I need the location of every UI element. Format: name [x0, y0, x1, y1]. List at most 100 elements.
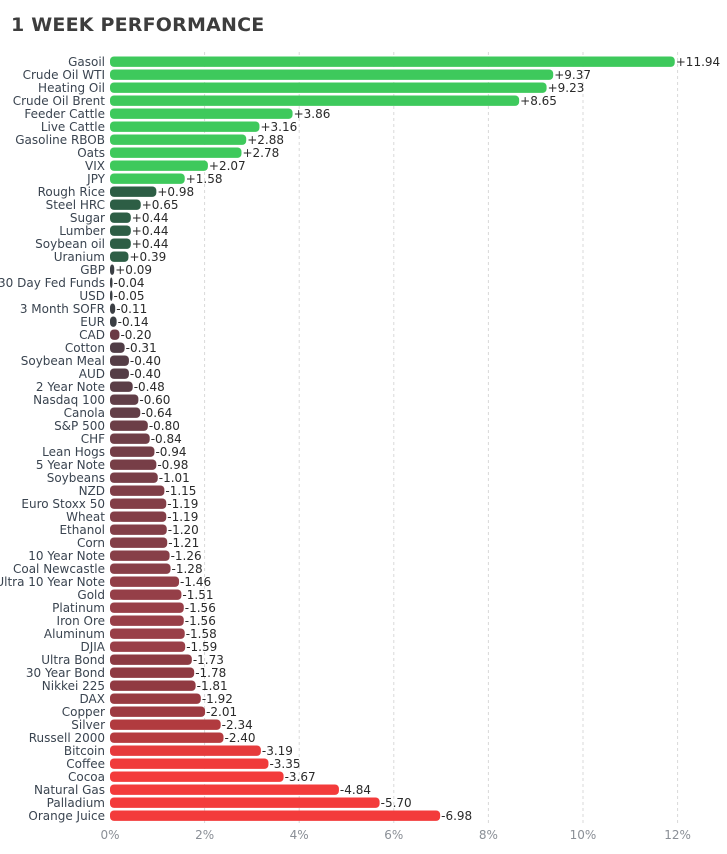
bar [110, 485, 165, 496]
category-label: Coal Newcastle [13, 562, 105, 576]
x-tick-label: 12% [664, 828, 691, 842]
category-label: Sugar [70, 211, 105, 225]
bar [110, 290, 113, 301]
bar [110, 381, 133, 392]
value-label: -1.73 [193, 653, 224, 667]
bar [110, 173, 185, 184]
bar [110, 316, 117, 327]
bar [110, 303, 116, 314]
bar [110, 719, 221, 730]
category-label: GBP [80, 263, 105, 277]
x-tick-label: 0% [100, 828, 119, 842]
x-tick-label: 2% [195, 828, 214, 842]
category-label: Uranium [54, 250, 105, 264]
value-label: -1.59 [186, 640, 217, 654]
category-label: Copper [62, 705, 105, 719]
value-label: -1.56 [185, 614, 216, 628]
category-label: Nikkei 225 [42, 679, 105, 693]
bar [110, 550, 170, 561]
value-label: -0.64 [141, 406, 172, 420]
bar [110, 225, 131, 236]
category-label: Iron Ore [57, 614, 105, 628]
category-label: Soybean oil [35, 237, 105, 251]
value-label: -0.84 [151, 432, 182, 446]
category-label: 10 Year Note [28, 549, 105, 563]
value-label: +0.98 [157, 185, 194, 199]
category-label: Bitcoin [64, 744, 105, 758]
x-tick-label: 4% [290, 828, 309, 842]
category-label: Gasoil [68, 55, 105, 69]
value-label: -3.35 [269, 757, 300, 771]
bar [110, 199, 141, 210]
value-label: -0.05 [114, 289, 145, 303]
category-label: Wheat [66, 510, 105, 524]
bar [110, 433, 150, 444]
value-label: +3.86 [294, 107, 331, 121]
category-label: Ethanol [59, 523, 105, 537]
value-labels: +11.94 +9.37+9.23+8.65 +3.86+3.16+2.88+2.7… [114, 55, 721, 823]
bar [110, 446, 155, 457]
category-label: Platinum [52, 601, 105, 615]
bar [110, 680, 196, 691]
category-label: Aluminum [44, 627, 105, 641]
value-label: +9.23 [548, 81, 585, 95]
bar [110, 186, 157, 197]
value-label: -3.67 [285, 770, 316, 784]
category-label: DAX [80, 692, 105, 706]
value-label: -1.51 [182, 588, 213, 602]
category-label: DJIA [80, 640, 105, 654]
value-label: -0.04 [114, 276, 145, 290]
value-label: +0.09 [115, 263, 152, 277]
x-tick-label: 6% [384, 828, 403, 842]
category-label: Soybeans [47, 471, 105, 485]
bar [110, 524, 167, 535]
category-label: JPY [86, 172, 106, 186]
category-label: Gold [77, 588, 105, 602]
category-label: Cotton [65, 341, 105, 355]
value-label: -6.98 [441, 809, 472, 823]
bar [110, 355, 129, 366]
bar [110, 212, 131, 223]
bar [110, 810, 441, 821]
bars [110, 56, 675, 821]
category-label: 30 Year Bond [26, 666, 105, 680]
x-tick-label: 8% [479, 828, 498, 842]
category-label: Cocoa [68, 770, 105, 784]
bar [110, 771, 284, 782]
value-label: -1.92 [202, 692, 233, 706]
bar [110, 732, 224, 743]
category-label: USD [79, 289, 105, 303]
bar [110, 758, 269, 769]
bar [110, 368, 129, 379]
value-label: +9.37 [554, 68, 591, 82]
value-label: -0.40 [130, 354, 161, 368]
category-label: AUD [79, 367, 105, 381]
category-label: Lumber [59, 224, 105, 238]
value-label: -1.20 [168, 523, 199, 537]
bar [110, 784, 339, 795]
value-label: +11.94 [676, 55, 720, 69]
chart-title: 1 WEEK PERFORMANCE [11, 14, 265, 36]
category-label: Lean Hogs [42, 445, 105, 459]
bar [110, 329, 120, 340]
category-label: Coffee [66, 757, 105, 771]
gridlines [204, 52, 679, 826]
bar [110, 251, 129, 262]
value-label: -0.60 [139, 393, 170, 407]
category-label: Heating Oil [38, 81, 105, 95]
value-label: +0.44 [132, 237, 169, 251]
category-label: Crude Oil WTI [23, 68, 105, 82]
value-label: -1.21 [168, 536, 199, 550]
value-label: +0.44 [132, 224, 169, 238]
value-label: +8.65 [520, 94, 557, 108]
category-label: 2 Year Note [36, 380, 105, 394]
value-label: -2.01 [206, 705, 237, 719]
bar [110, 238, 131, 249]
value-label: -4.84 [340, 783, 371, 797]
bar [110, 537, 168, 548]
value-label: -0.11 [116, 302, 147, 316]
category-label: Ultra Bond [41, 653, 105, 667]
bar [110, 264, 115, 275]
value-label: +1.58 [186, 172, 223, 186]
